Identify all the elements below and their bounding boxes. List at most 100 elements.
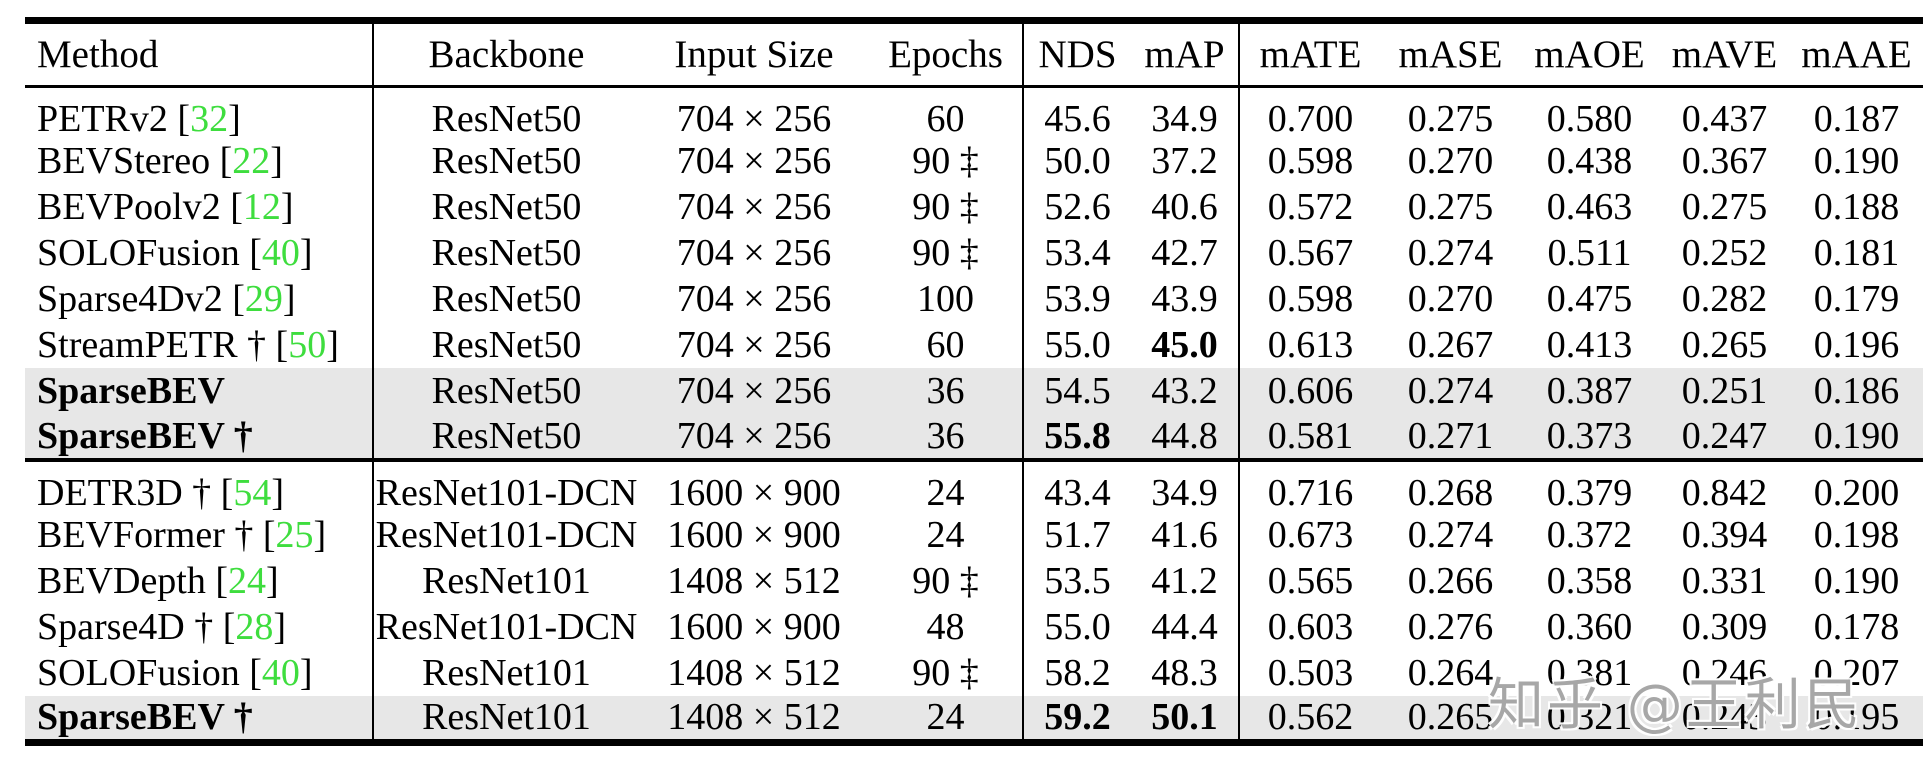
citation-number: 40 <box>261 652 300 694</box>
map-cell: 41.2 <box>1131 558 1240 604</box>
table-row: Sparse4Dv2 [29] ResNet50 704 × 256 100 53.9 4… <box>25 276 1923 322</box>
method-cell: SOLOFusion [40] <box>25 230 374 276</box>
column-header-maae: mAAE <box>1790 20 1923 88</box>
maoe-cell: 0.321 <box>1520 696 1659 742</box>
mave-cell: 0.252 <box>1681 232 1768 274</box>
maae-cell: 0.195 <box>1790 696 1923 742</box>
column-header-epochs: Epochs <box>869 20 1024 88</box>
mate-cell: 0.700 <box>1267 98 1354 138</box>
backbone-cell: ResNet50 <box>431 232 582 274</box>
method-cell: BEVFormer † [25] <box>25 512 374 558</box>
method-cell: SOLOFusion [40] <box>25 650 374 696</box>
mave-cell: 0.842 <box>1681 472 1768 512</box>
backbone-cell: ResNet101-DCN <box>375 472 638 512</box>
nds-cell: 55.0 <box>1044 606 1111 648</box>
input_size-cell: 704 × 256 <box>676 324 832 366</box>
method-name: BEVFormer † <box>37 514 254 556</box>
table-row: BEVFormer † [25] ResNet101-DCN 1600 × 900 2… <box>25 512 1923 558</box>
table-row: SparseBEV † ResNet101 1408 × 512 24 59.2 50.1… <box>25 696 1923 742</box>
method-cell: StreamPETR † [50] <box>25 322 374 368</box>
mave-cell: 0.437 <box>1681 98 1768 138</box>
nds-cell: 53.4 <box>1044 232 1111 274</box>
mate-cell: 0.716 <box>1267 472 1354 512</box>
backbone-cell: ResNet50 <box>431 186 582 228</box>
method-cell: BEVStereo [22] <box>25 138 374 184</box>
method-name: BEVStereo <box>37 140 211 182</box>
method-name: SOLOFusion <box>37 232 240 274</box>
header-row: Method Backbone Input Size Epochs NDS mAP mATE… <box>25 20 1923 88</box>
maae-cell: 0.190 <box>1813 140 1900 182</box>
method-cell: SparseBEV <box>25 368 374 414</box>
mase-cell: 0.274 <box>1407 232 1494 274</box>
mave-cell: 0.309 <box>1681 606 1768 648</box>
mave-cell: 0.394 <box>1681 514 1768 556</box>
epochs-cell: 60 <box>869 322 1024 368</box>
table-row: BEVStereo [22] ResNet50 704 × 256 90 ‡ 50.0 3… <box>25 138 1923 184</box>
map-cell: 34.9 <box>1131 460 1240 512</box>
maae-cell: 0.196 <box>1813 324 1900 366</box>
backbone-cell: ResNet50 <box>373 414 639 462</box>
maae-cell: 0.207 <box>1813 652 1900 694</box>
column-header-mate: mATE <box>1239 20 1381 88</box>
input_size-cell: 704 × 256 <box>676 98 832 138</box>
mase-cell: 0.266 <box>1407 560 1494 602</box>
mase-cell: 0.265 <box>1381 696 1520 742</box>
maae-cell: 0.190 <box>1790 414 1923 462</box>
column-header-input_size: Input Size <box>639 20 869 88</box>
mase-cell: 0.270 <box>1407 140 1494 182</box>
method-cell: BEVPoolv2 [12] <box>25 184 374 230</box>
maae-cell: 0.190 <box>1813 560 1900 602</box>
table-row: StreamPETR † [50] ResNet50 704 × 256 60 55.0… <box>25 322 1923 368</box>
mate-cell: 0.613 <box>1267 324 1354 366</box>
table-row: PETRv2 [32] ResNet50 704 × 256 60 45.6 34.9 0.… <box>25 86 1923 138</box>
mase-cell: 0.276 <box>1407 606 1494 648</box>
backbone-cell: ResNet50 <box>431 278 582 320</box>
column-header-backbone: Backbone <box>373 20 639 88</box>
nds-cell: 45.6 <box>1044 98 1111 138</box>
input_size-cell: 1408 × 512 <box>639 696 869 742</box>
maoe-cell: 0.438 <box>1546 140 1633 182</box>
backbone-cell: ResNet101-DCN <box>375 606 638 648</box>
nds-cell: 52.6 <box>1044 186 1111 228</box>
map-cell: 43.9 <box>1131 276 1240 322</box>
results-table: Method Backbone Input Size Epochs NDS mAP mATE… <box>25 17 1923 746</box>
map-cell: 44.8 <box>1131 414 1240 462</box>
backbone-cell: ResNet101-DCN <box>375 514 638 556</box>
input_size-cell: 704 × 256 <box>676 140 832 182</box>
citation-number: 32 <box>190 98 229 138</box>
mate-cell: 0.562 <box>1239 696 1381 742</box>
epochs-cell: 36 <box>869 368 1024 414</box>
citation-number: 29 <box>244 278 283 320</box>
map-cell: 37.2 <box>1131 138 1240 184</box>
citation-number: 40 <box>261 232 300 274</box>
mate-cell: 0.603 <box>1267 606 1354 648</box>
column-header-map: mAP <box>1131 20 1240 88</box>
table-row: Sparse4D † [28] ResNet101-DCN 1600 × 900 48… <box>25 604 1923 650</box>
mase-cell: 0.271 <box>1381 414 1520 462</box>
table-section-resnet101: DETR3D † [54] ResNet101-DCN 1600 × 900 24 43… <box>25 460 1923 742</box>
method-cell: PETRv2 [32] <box>25 86 374 138</box>
nds-cell: 43.4 <box>1044 472 1111 512</box>
table-row: SparseBEV ResNet50 704 × 256 36 54.5 43.2 0.60… <box>25 368 1923 414</box>
maoe-cell: 0.360 <box>1546 606 1633 648</box>
mate-cell: 0.598 <box>1267 278 1354 320</box>
citation-number: 25 <box>275 514 314 556</box>
backbone-cell: ResNet50 <box>431 324 582 366</box>
maae-cell: 0.186 <box>1790 368 1923 414</box>
backbone-cell: ResNet101 <box>373 696 639 742</box>
mase-cell: 0.274 <box>1381 368 1520 414</box>
mate-cell: 0.598 <box>1267 140 1354 182</box>
mave-cell: 0.331 <box>1681 560 1768 602</box>
mave-cell: 0.247 <box>1659 414 1790 462</box>
mase-cell: 0.275 <box>1407 98 1494 138</box>
mave-cell: 0.282 <box>1681 278 1768 320</box>
nds-cell: 53.5 <box>1044 560 1111 602</box>
method-name: StreamPETR † <box>37 324 267 366</box>
maae-cell: 0.187 <box>1813 98 1900 138</box>
method-cell: SparseBEV † <box>25 696 374 742</box>
nds-cell: 58.2 <box>1044 652 1111 694</box>
method-name: SparseBEV <box>37 370 225 412</box>
method-name: BEVDepth <box>37 560 206 602</box>
citation-number: 54 <box>233 472 272 512</box>
